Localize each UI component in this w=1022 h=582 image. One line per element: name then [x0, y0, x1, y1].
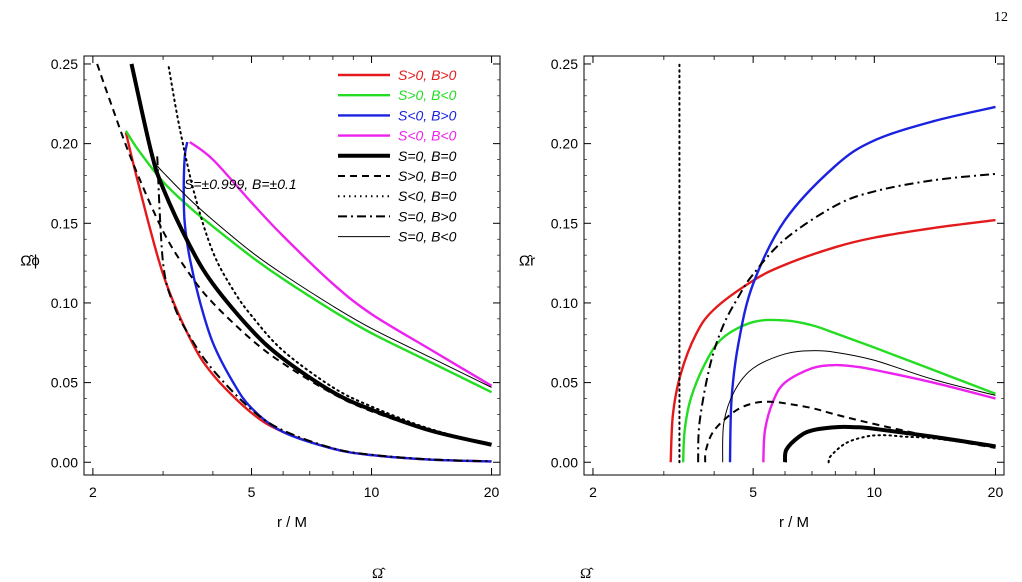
series-line-s-0-b-0	[189, 141, 493, 387]
series-line-s-0-b-0	[704, 400, 996, 463]
x-tick-label: 20	[484, 484, 500, 500]
legend-label-s-0-b-0: S<0, B<0	[398, 128, 457, 144]
series-line-s-0-b-0	[156, 165, 492, 388]
legend-label-s-0-b-0: S=0, B>0	[398, 208, 457, 224]
x-tick-label: 10	[364, 484, 380, 500]
y-axis-label: Ω̂ϕ	[20, 253, 40, 270]
series-line-s-0-b-0	[156, 156, 492, 463]
page-number: 12	[994, 10, 1008, 25]
y-tick-label: 0.25	[551, 56, 578, 72]
y-tick-label: 0.00	[551, 454, 578, 470]
y-tick-label: 0.05	[551, 375, 578, 391]
series-line-s-0-b-0	[728, 105, 996, 463]
y-tick-label: 0.20	[51, 136, 78, 152]
y-tick-label: 0.15	[51, 215, 78, 231]
legend-label-s-0-b-0: S<0, B=0	[398, 188, 457, 204]
legend-label-s-0-b-0: S<0, B>0	[398, 107, 457, 123]
y-tick-label: 0.10	[51, 295, 78, 311]
legend-label-s-0-b-0: S>0, B>0	[398, 67, 457, 83]
series-line-s-0-b-0	[697, 172, 996, 463]
plot-frame	[583, 55, 1005, 476]
left-panel-omega-phi: 2 5 10 20 0.00 0.05 0.10 0.15 0.20 0.25 r / M Ω̂ϕ S=…	[20, 55, 501, 531]
y-tick-label: 0.00	[51, 454, 78, 470]
caption-fragment: Ω̂	[580, 566, 594, 582]
series-line-s-0-b-0	[167, 66, 493, 446]
plot-frame	[83, 55, 501, 476]
x-tick-label: 5	[248, 484, 256, 500]
series-line-s-0-b-0	[129, 63, 493, 447]
series-line-s-0-b-0-outer	[827, 434, 997, 464]
x-axis-label: r / M	[277, 514, 307, 531]
right-panel-omega-r: 2 5 10 20 0.00 0.05 0.10 0.15 0.20 0.25 r / M Ω̂r	[519, 55, 1005, 531]
series-line-s-0-b-0	[681, 318, 996, 463]
x-tick-label: 2	[589, 484, 597, 500]
y-tick-label: 0.10	[551, 295, 578, 311]
y-tick-label: 0.05	[51, 375, 78, 391]
x-tick-label: 10	[867, 484, 883, 500]
y-tick-label: 0.15	[551, 215, 578, 231]
y-tick-label: 0.20	[551, 136, 578, 152]
series-group	[669, 62, 997, 464]
bottom-caption-fragment: Ω̂ Ω̂	[372, 566, 594, 582]
caption-fragment: Ω̂	[372, 566, 386, 582]
series-line-s-0-b-0	[182, 141, 492, 463]
series-line-s-0-b-0	[782, 424, 996, 463]
y-tick-label: 0.25	[51, 56, 78, 72]
x-tick-label: 2	[89, 484, 97, 500]
series-line-s-0-b-0	[722, 350, 996, 463]
series-group	[96, 63, 493, 463]
x-tick-label: 5	[749, 484, 757, 500]
legend-label-s-0-b-0: S=0, B=0	[398, 148, 457, 164]
x-tick-label: 20	[988, 484, 1004, 500]
y-axis-label: Ω̂r	[519, 253, 535, 270]
x-axis-label: r / M	[779, 514, 809, 531]
chart-annotation: S=±0.999, B=±0.1	[184, 176, 297, 192]
legend: S>0, B>0 S>0, B<0 S<0, B>0 S<0, B<0 S=0, B=0…	[338, 67, 457, 245]
legend-label-s-0-b-0: S>0, B=0	[398, 168, 457, 184]
legend-label-s-0-b-0: S>0, B<0	[398, 87, 457, 103]
series-line-s-0-b-0	[762, 363, 996, 463]
legend-label-s-0-b-0: S=0, B<0	[398, 229, 457, 245]
